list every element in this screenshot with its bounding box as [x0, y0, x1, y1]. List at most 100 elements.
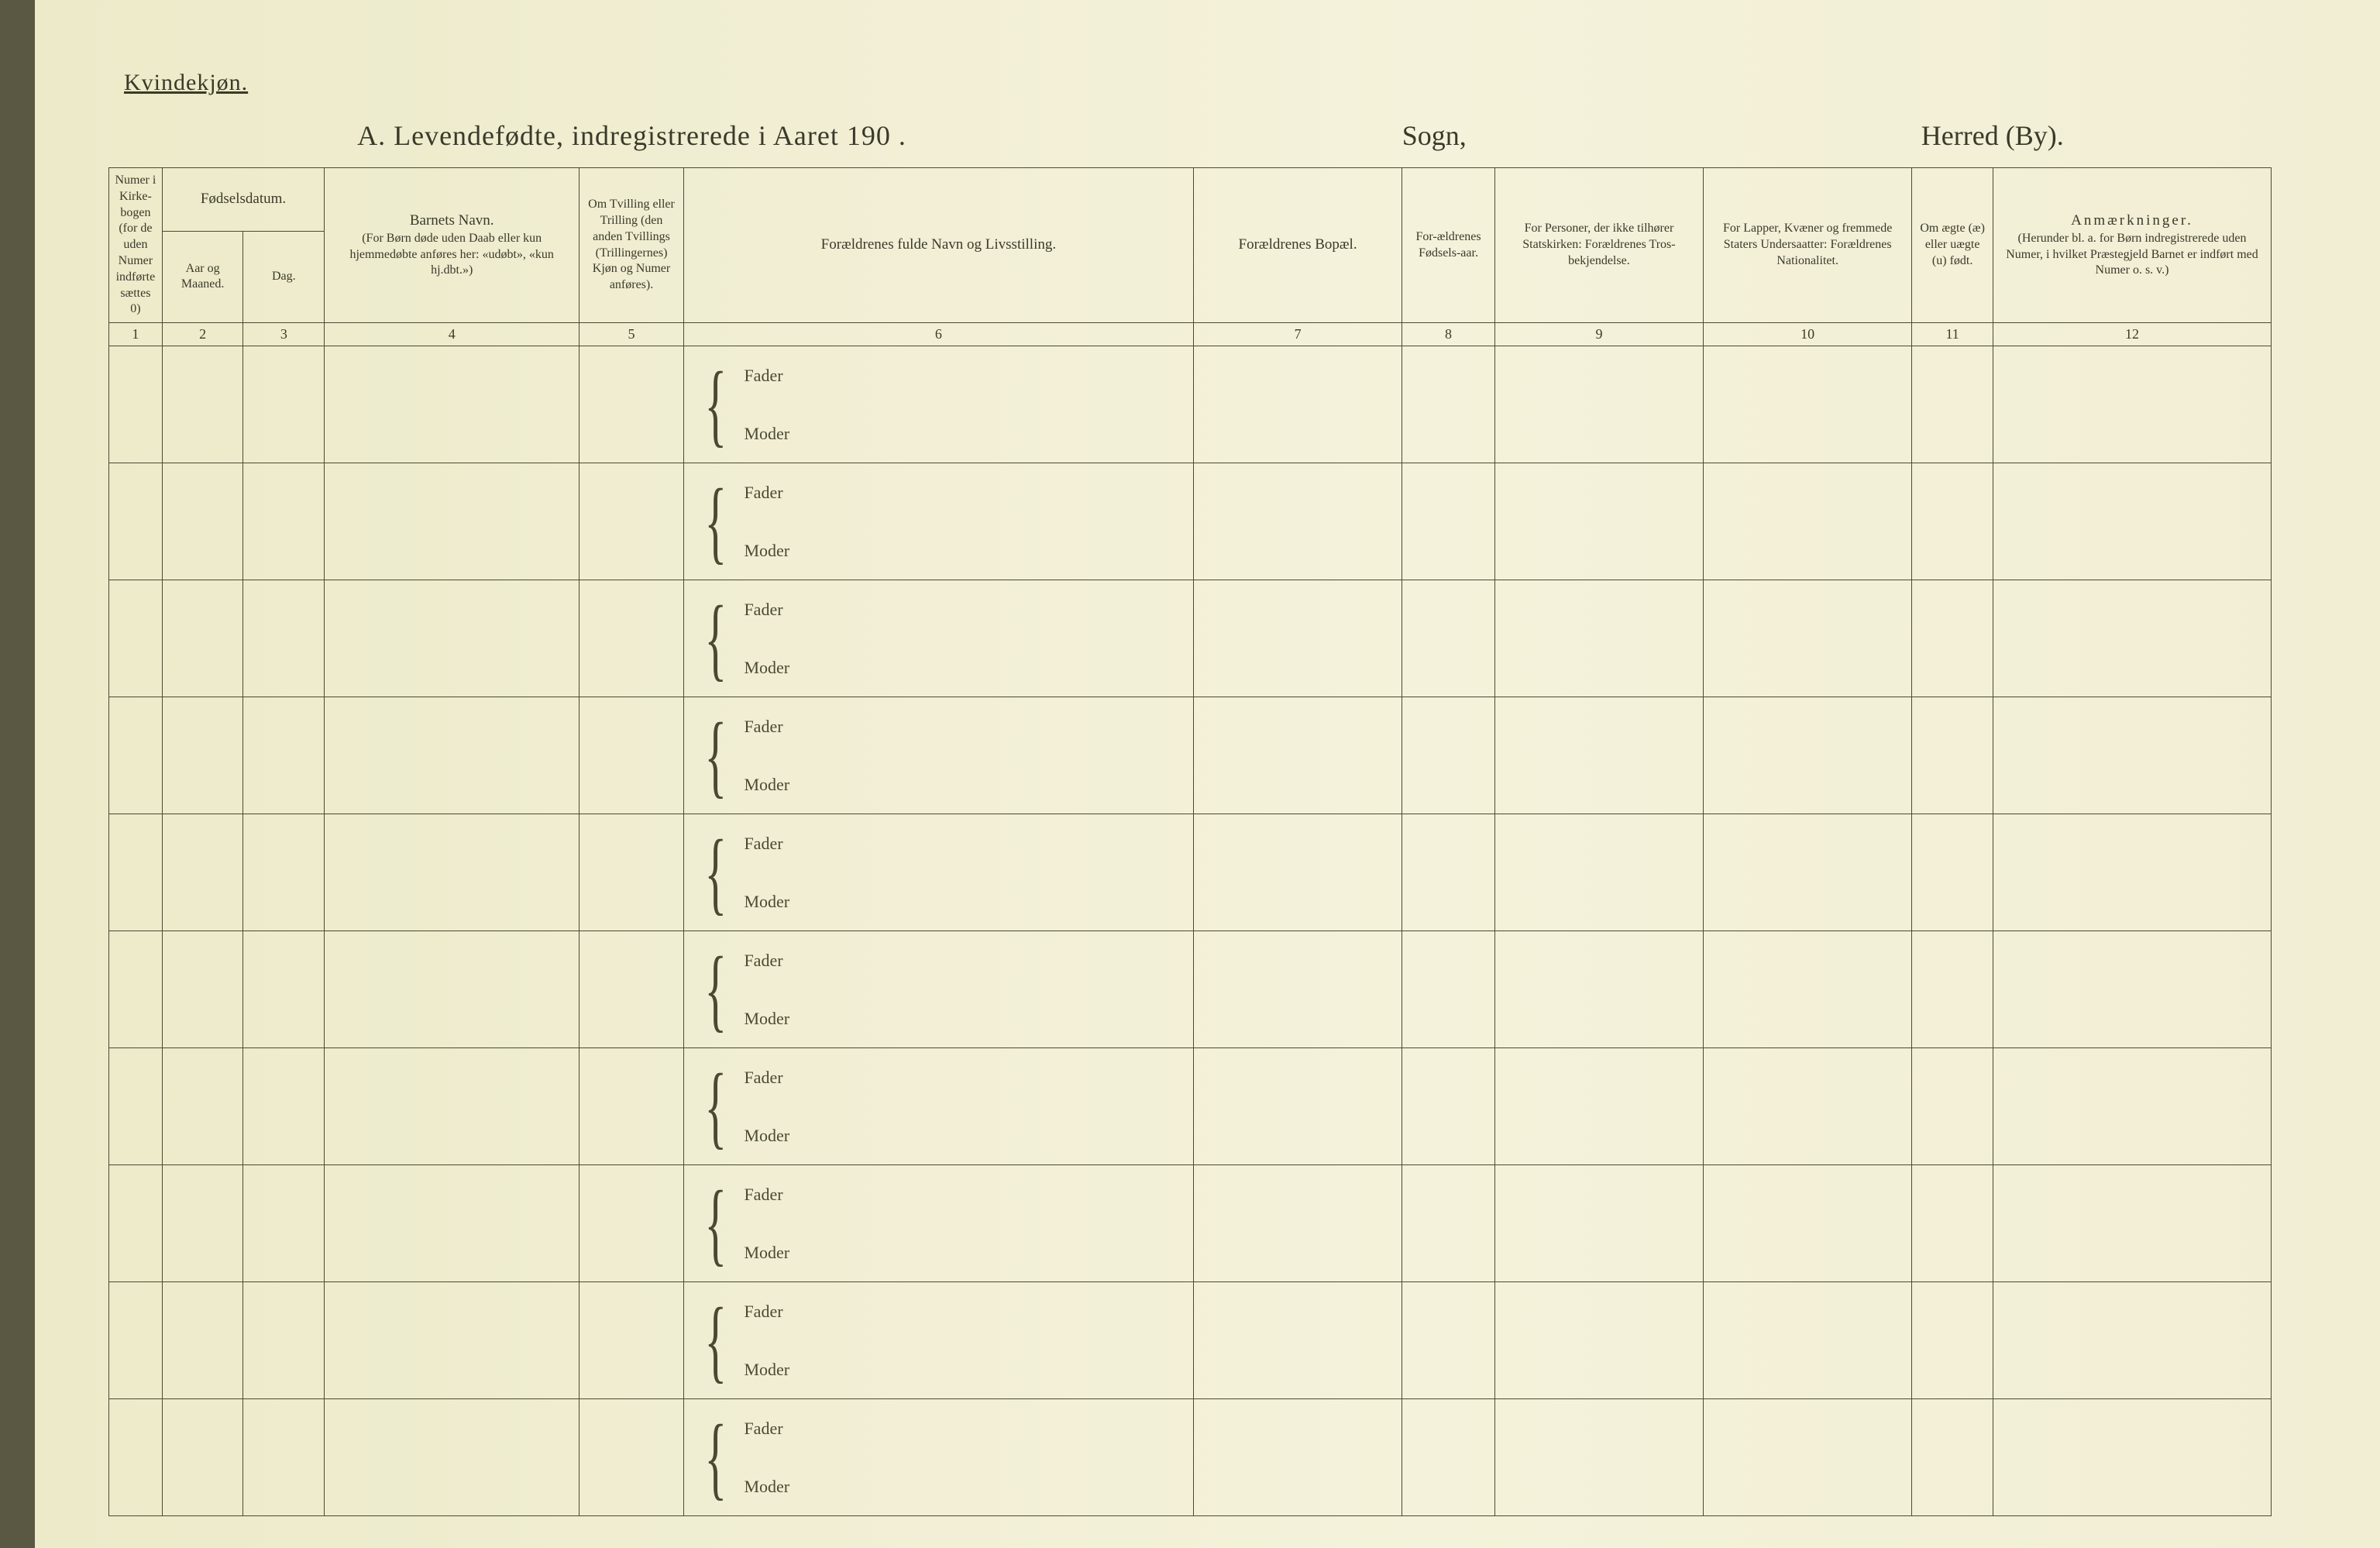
cell: {FaderModer [683, 463, 1193, 580]
cell [1402, 697, 1495, 814]
cell [109, 1282, 163, 1399]
cell [109, 463, 163, 580]
brace-icon: { [699, 1191, 729, 1256]
cell [325, 814, 580, 931]
brace-icon: { [699, 723, 729, 788]
cell [325, 1048, 580, 1165]
cell [1193, 346, 1402, 463]
cell [325, 346, 580, 463]
cell [1993, 1048, 2271, 1165]
table-row: {FaderModer [109, 1282, 2272, 1399]
cell [109, 1399, 163, 1516]
cell: {FaderModer [683, 814, 1193, 931]
cell [325, 1282, 580, 1399]
cell [1704, 580, 1912, 697]
cell [1704, 814, 1912, 931]
cell [162, 580, 243, 697]
moder-label: Moder [744, 881, 789, 923]
cell [1494, 346, 1703, 463]
col-9-header: For Personer, der ikke tilhører Statskir… [1494, 168, 1703, 323]
col-4-header: Barnets Navn. (For Børn døde uden Daab e… [325, 168, 580, 323]
ledger-page: Kvindekjøn. A. Levendefødte, indregistre… [0, 0, 2380, 1548]
colnum: 7 [1193, 323, 1402, 346]
cell [109, 931, 163, 1048]
cell [1993, 814, 2271, 931]
colnum: 2 [162, 323, 243, 346]
table-row: {FaderModer [109, 814, 2272, 931]
cell [109, 1165, 163, 1282]
col-8-header: For-ældrenes Fødsels-aar. [1402, 168, 1495, 323]
cell [1402, 580, 1495, 697]
cell [1912, 931, 1993, 1048]
brace-icon: { [699, 840, 729, 905]
cell [1494, 580, 1703, 697]
cell [580, 1048, 684, 1165]
cell [580, 814, 684, 931]
cell [1993, 1282, 2271, 1399]
fader-label: Fader [744, 1408, 789, 1450]
table-row: {FaderModer [109, 346, 2272, 463]
moder-label: Moder [744, 764, 789, 806]
cell [1193, 931, 1402, 1048]
title-herred: Herred (By). [1713, 119, 2272, 152]
table-row: {FaderModer [109, 463, 2272, 580]
cell [580, 463, 684, 580]
cell [1704, 697, 1912, 814]
cell [162, 1048, 243, 1165]
cell [1402, 931, 1495, 1048]
cell [1704, 1048, 1912, 1165]
cell [1494, 1399, 1703, 1516]
col-2-header: Fødselsdatum. [162, 168, 324, 232]
cell [1993, 1165, 2271, 1282]
cell [1494, 463, 1703, 580]
cell [1912, 697, 1993, 814]
cell [243, 814, 325, 931]
cell [243, 580, 325, 697]
title-main: A. Levendefødte, indregistrerede i Aaret… [108, 119, 1155, 152]
brace-icon: { [699, 489, 729, 554]
moder-label: Moder [744, 413, 789, 455]
cell [1704, 1165, 1912, 1282]
cell [580, 1282, 684, 1399]
cell [325, 931, 580, 1048]
cell [580, 1399, 684, 1516]
cell [243, 697, 325, 814]
cell [1704, 1399, 1912, 1516]
cell [1402, 1399, 1495, 1516]
cell [325, 1165, 580, 1282]
cell [1912, 463, 1993, 580]
cell [1912, 580, 1993, 697]
cell: {FaderModer [683, 1048, 1193, 1165]
col-11-header: Om ægte (æ) eller uægte (u) født. [1912, 168, 1993, 323]
title-row: A. Levendefødte, indregistrerede i Aaret… [108, 119, 2272, 152]
fader-label: Fader [744, 1057, 789, 1099]
fader-label: Fader [744, 1174, 789, 1216]
cell [1704, 1282, 1912, 1399]
cell [1193, 1048, 1402, 1165]
cell [1704, 346, 1912, 463]
fader-label: Fader [744, 1291, 789, 1333]
cell [109, 1048, 163, 1165]
cell [1912, 1048, 1993, 1165]
col-2a-subheader: Aar og Maaned. [162, 231, 243, 322]
cell [243, 346, 325, 463]
colnum: 9 [1494, 323, 1703, 346]
moder-label: Moder [744, 1466, 789, 1508]
brace-icon: { [699, 606, 729, 671]
table-row: { Fader Moder [109, 1165, 2272, 1282]
gender-label: Kvindekjøn. [108, 70, 2272, 96]
moder-label: Moder [744, 1232, 789, 1274]
cell [243, 1282, 325, 1399]
table-row: {FaderModer [109, 931, 2272, 1048]
cell [325, 697, 580, 814]
brace-icon: { [699, 957, 729, 1022]
cell [109, 580, 163, 697]
cell [325, 1399, 580, 1516]
cell: {FaderModer [683, 697, 1193, 814]
cell [162, 1282, 243, 1399]
cell [1193, 697, 1402, 814]
cell [1494, 1048, 1703, 1165]
colnum: 4 [325, 323, 580, 346]
colnum: 12 [1993, 323, 2271, 346]
col-2b-subheader: Dag. [243, 231, 325, 322]
